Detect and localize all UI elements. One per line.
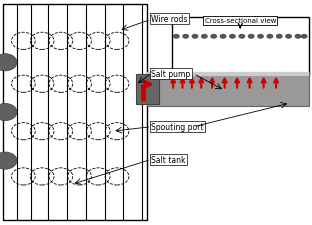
Bar [147, 73, 309, 107]
Circle shape [201, 35, 208, 40]
Circle shape [266, 35, 273, 40]
Bar [147, 73, 309, 76]
Bar [3, 4, 147, 220]
Bar [172, 18, 309, 76]
Circle shape [0, 54, 17, 72]
Circle shape [301, 35, 308, 40]
Text: Wire rods: Wire rods [151, 15, 188, 24]
Text: Salt pump: Salt pump [151, 70, 191, 79]
Circle shape [220, 35, 227, 40]
Circle shape [295, 35, 301, 40]
Circle shape [210, 35, 217, 40]
Circle shape [0, 152, 17, 169]
Circle shape [248, 35, 255, 40]
Text: Salt tank: Salt tank [151, 155, 186, 164]
Circle shape [192, 35, 198, 40]
Text: Cross-sectional view: Cross-sectional view [205, 18, 276, 24]
Circle shape [173, 35, 180, 40]
Circle shape [0, 104, 17, 121]
Circle shape [276, 35, 283, 40]
Text: Spouting port: Spouting port [151, 123, 204, 132]
Circle shape [285, 35, 292, 40]
Circle shape [229, 35, 236, 40]
Circle shape [257, 35, 264, 40]
Bar [136, 74, 159, 105]
Circle shape [182, 35, 189, 40]
Circle shape [238, 35, 245, 40]
